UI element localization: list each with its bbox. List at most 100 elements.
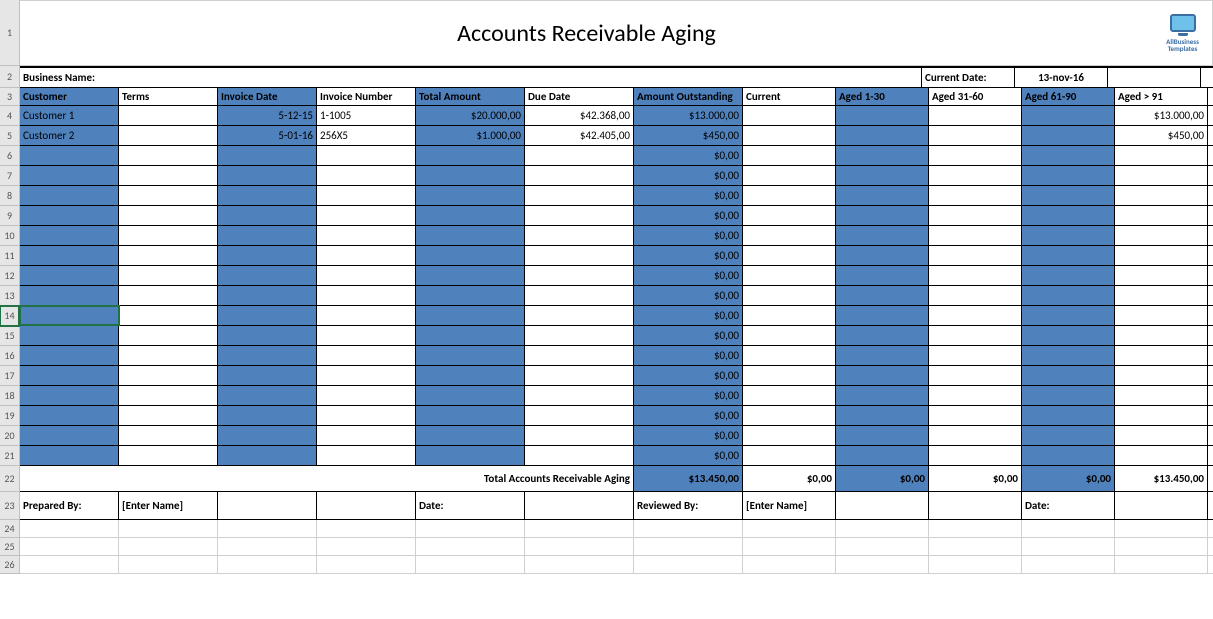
- cell-r17-c3[interactable]: [317, 446, 416, 465]
- cell-r14-c9[interactable]: [929, 386, 1022, 405]
- cell-r11-c3[interactable]: [317, 326, 416, 345]
- row-header-14[interactable]: 14: [0, 306, 19, 326]
- cell-r12-c7[interactable]: [743, 346, 836, 365]
- cell-r4-c1[interactable]: [119, 186, 218, 205]
- cell-r5-c3[interactable]: [317, 206, 416, 225]
- cell-r9-c4[interactable]: [416, 286, 525, 305]
- cell-r16-c8[interactable]: [836, 426, 929, 445]
- cell-r14-c10[interactable]: [1022, 386, 1115, 405]
- cell-r11-c11[interactable]: [1115, 326, 1208, 345]
- empty-cell[interactable]: [20, 556, 119, 573]
- cell-r13-c5[interactable]: [525, 366, 634, 385]
- cell-r13-c6[interactable]: $0,00: [634, 366, 743, 385]
- empty-cell[interactable]: [634, 520, 743, 537]
- cell-r13-c10[interactable]: [1022, 366, 1115, 385]
- cell-r13-c3[interactable]: [317, 366, 416, 385]
- cell-r0-c9[interactable]: [929, 106, 1022, 125]
- cell-r17-c9[interactable]: [929, 446, 1022, 465]
- empty-cell[interactable]: [1115, 520, 1208, 537]
- cell-r11-c6[interactable]: $0,00: [634, 326, 743, 345]
- cell-r4-c10[interactable]: [1022, 186, 1115, 205]
- empty-cell[interactable]: [525, 538, 634, 555]
- cell-r0-c5[interactable]: $42.368,00: [525, 106, 634, 125]
- row-header-21[interactable]: 21: [0, 446, 19, 466]
- cell-r6-c9[interactable]: [929, 226, 1022, 245]
- cell-r2-c9[interactable]: [929, 146, 1022, 165]
- cell-r15-c1[interactable]: [119, 406, 218, 425]
- empty-cell[interactable]: [929, 556, 1022, 573]
- cell-r8-c1[interactable]: [119, 266, 218, 285]
- cell-r1-c5[interactable]: $42.405,00: [525, 126, 634, 145]
- cell-r9-c10[interactable]: [1022, 286, 1115, 305]
- cell-r5-c2[interactable]: [218, 206, 317, 225]
- cell-r3-c11[interactable]: [1115, 166, 1208, 185]
- cell-r4-c4[interactable]: [416, 186, 525, 205]
- cell-r3-c0[interactable]: [20, 166, 119, 185]
- cell-r14-c2[interactable]: [218, 386, 317, 405]
- empty-cell[interactable]: [416, 556, 525, 573]
- empty-cell[interactable]: [218, 520, 317, 537]
- current-date-value[interactable]: 13-nov-16: [1015, 68, 1108, 87]
- cell-r16-c4[interactable]: [416, 426, 525, 445]
- cell-r12-c10[interactable]: [1022, 346, 1115, 365]
- cell-r0-c11[interactable]: $13.000,00: [1115, 106, 1208, 125]
- cell-r16-c11[interactable]: [1115, 426, 1208, 445]
- row-header-16[interactable]: 16: [0, 346, 19, 366]
- empty-cell[interactable]: [525, 520, 634, 537]
- cell-r13-c0[interactable]: [20, 366, 119, 385]
- cell-r10-c4[interactable]: [416, 306, 525, 325]
- row-header-4[interactable]: 4: [0, 106, 19, 126]
- empty-cell[interactable]: [119, 538, 218, 555]
- empty-cell[interactable]: [743, 538, 836, 555]
- cell-r14-c0[interactable]: [20, 386, 119, 405]
- empty-cell[interactable]: [836, 520, 929, 537]
- cell-r10-c5[interactable]: [525, 306, 634, 325]
- cell-r11-c4[interactable]: [416, 326, 525, 345]
- cell-r0-c10[interactable]: [1022, 106, 1115, 125]
- cell-r16-c0[interactable]: [20, 426, 119, 445]
- cell-r3-c5[interactable]: [525, 166, 634, 185]
- cell-r15-c4[interactable]: [416, 406, 525, 425]
- cell-r1-c11[interactable]: $450,00: [1115, 126, 1208, 145]
- empty-cell[interactable]: [119, 556, 218, 573]
- cell-r8-c10[interactable]: [1022, 266, 1115, 285]
- cell-r13-c7[interactable]: [743, 366, 836, 385]
- cell-r14-c8[interactable]: [836, 386, 929, 405]
- cell-r7-c3[interactable]: [317, 246, 416, 265]
- cell-r16-c10[interactable]: [1022, 426, 1115, 445]
- cell-r15-c8[interactable]: [836, 406, 929, 425]
- column-header-9[interactable]: Aged 31-60: [929, 88, 1022, 105]
- empty-cell[interactable]: [20, 538, 119, 555]
- cell-r4-c5[interactable]: [525, 186, 634, 205]
- row-header-9[interactable]: 9: [0, 206, 19, 226]
- cell-r6-c4[interactable]: [416, 226, 525, 245]
- cell-r0-c7[interactable]: [743, 106, 836, 125]
- empty-cell[interactable]: [929, 538, 1022, 555]
- cell-r5-c4[interactable]: [416, 206, 525, 225]
- cell-r2-c0[interactable]: [20, 146, 119, 165]
- cell-r16-c7[interactable]: [743, 426, 836, 445]
- cell-r4-c2[interactable]: [218, 186, 317, 205]
- cell-r12-c2[interactable]: [218, 346, 317, 365]
- cell-r14-c5[interactable]: [525, 386, 634, 405]
- cell-r10-c3[interactable]: [317, 306, 416, 325]
- cell-r6-c10[interactable]: [1022, 226, 1115, 245]
- empty-cell[interactable]: [416, 520, 525, 537]
- cell-r1-c4[interactable]: $1.000,00: [416, 126, 525, 145]
- cell-r9-c8[interactable]: [836, 286, 929, 305]
- column-header-4[interactable]: Total Amount: [416, 88, 525, 105]
- row-header-2[interactable]: 2: [0, 66, 19, 88]
- cell-r17-c10[interactable]: [1022, 446, 1115, 465]
- cell-r1-c6[interactable]: $450,00: [634, 126, 743, 145]
- cell-r5-c11[interactable]: [1115, 206, 1208, 225]
- cell-r8-c7[interactable]: [743, 266, 836, 285]
- cell-r11-c1[interactable]: [119, 326, 218, 345]
- cell-r16-c9[interactable]: [929, 426, 1022, 445]
- cell-r5-c8[interactable]: [836, 206, 929, 225]
- cell-r12-c6[interactable]: $0,00: [634, 346, 743, 365]
- empty-cell[interactable]: [836, 556, 929, 573]
- cell-r16-c2[interactable]: [218, 426, 317, 445]
- empty-cell[interactable]: [20, 520, 119, 537]
- cell-r12-c0[interactable]: [20, 346, 119, 365]
- empty-cell[interactable]: [1022, 520, 1115, 537]
